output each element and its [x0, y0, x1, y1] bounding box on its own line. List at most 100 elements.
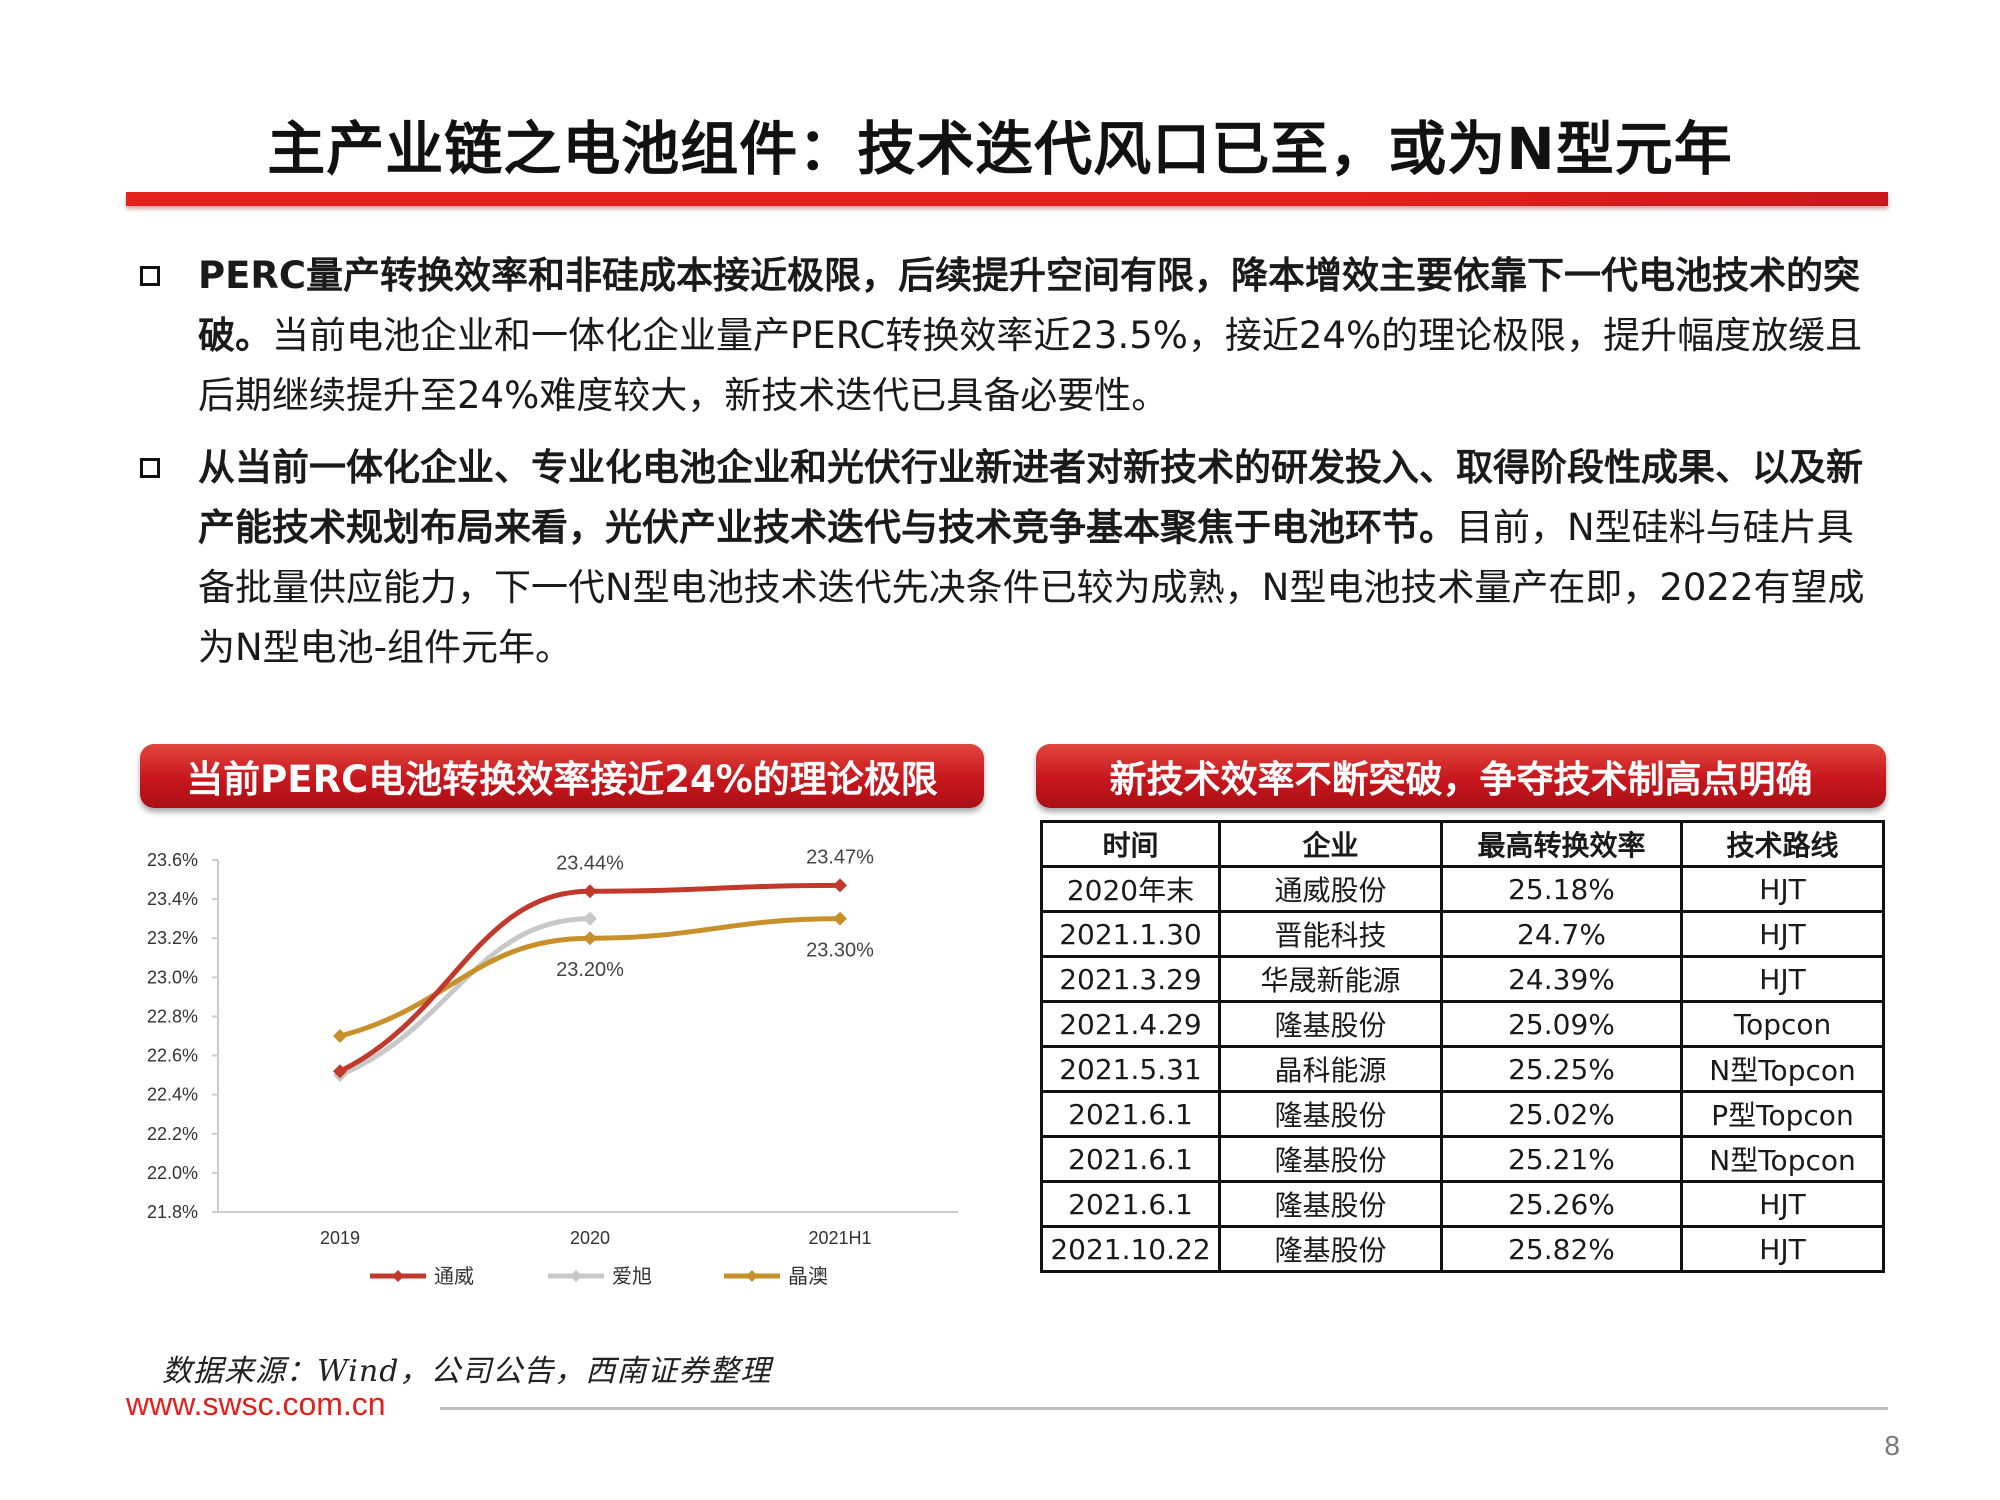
- series-marker: [583, 931, 597, 946]
- table-cell: 晋能科技: [1218, 910, 1443, 958]
- bullet-2-text: 目前，N型硅料与硅片具备批量供应能力，下一代N型电池技术迭代先决条件已较为成熟，…: [198, 506, 1865, 669]
- x-tick-label: 2019: [320, 1228, 360, 1248]
- legend-label: 通威: [434, 1264, 474, 1288]
- legend-swatch-marker: [392, 1270, 404, 1282]
- series-marker: [333, 1029, 347, 1043]
- y-tick-label: 22.2%: [147, 1124, 198, 1144]
- data-label: 23.30%: [806, 940, 874, 962]
- table-cell: 25.02%: [1440, 1090, 1683, 1138]
- table-cell: 25.09%: [1440, 1000, 1683, 1048]
- table-row: 2021.10.22 隆基股份 25.82% HJT: [1040, 1225, 1885, 1273]
- table-cell: HJT: [1680, 910, 1885, 958]
- y-tick-label: 23.6%: [147, 850, 198, 870]
- bullet-1-bold: PERC量产转换效率和非硅成本接近极限，后续提升空间有限，降本增效主要依靠下一代…: [198, 254, 1861, 357]
- bullet-2: 从当前一体化企业、专业化电池企业和光伏行业新进者对新技术的研发投入、取得阶段性成…: [140, 438, 1880, 678]
- table-cell: 隆基股份: [1218, 1000, 1443, 1048]
- y-tick-label: 21.8%: [147, 1202, 198, 1222]
- legend-label: 爱旭: [612, 1264, 652, 1288]
- table-cell: 隆基股份: [1218, 1225, 1443, 1273]
- checkbox-bullet-icon: [140, 266, 160, 286]
- table-cell: 隆基股份: [1218, 1180, 1443, 1228]
- footer-divider: [440, 1407, 1888, 1410]
- table-cell: 2021.6.1: [1040, 1135, 1221, 1183]
- series-marker: [583, 884, 597, 899]
- table-cell: HJT: [1680, 955, 1885, 1003]
- table-row: 2021.1.30 晋能科技 24.7% HJT: [1040, 910, 1885, 958]
- table-cell: 隆基股份: [1218, 1090, 1443, 1138]
- y-tick-label: 22.4%: [147, 1085, 198, 1105]
- table-cell: N型Topcon: [1680, 1135, 1885, 1183]
- table-cell: 25.82%: [1440, 1225, 1683, 1273]
- header-company: 企业: [1218, 820, 1443, 868]
- data-label: 23.20%: [556, 959, 624, 981]
- table-cell: 2021.5.31: [1040, 1045, 1221, 1093]
- table-row: 2021.3.29 华晟新能源 24.39% HJT: [1040, 955, 1885, 1003]
- series-line-0: [337, 882, 843, 1074]
- series-marker: [833, 911, 847, 926]
- table-cell: 晶科能源: [1218, 1045, 1443, 1093]
- series-marker: [583, 911, 597, 926]
- table-cell: 2021.4.29: [1040, 1000, 1221, 1048]
- table-cell: 2021.6.1: [1040, 1180, 1221, 1228]
- table-cell: 2021.3.29: [1040, 955, 1221, 1003]
- table-cell: 2021.10.22: [1040, 1225, 1221, 1273]
- series-line-1: [337, 916, 593, 1078]
- table-cell: 24.39%: [1440, 955, 1683, 1003]
- header-tech-route: 技术路线: [1680, 820, 1885, 868]
- series-marker: [833, 878, 847, 893]
- header-time: 时间: [1040, 820, 1221, 868]
- table-row: 2021.6.1 隆基股份 25.02% P型Topcon: [1040, 1090, 1885, 1138]
- legend-swatch-marker: [746, 1270, 758, 1282]
- series-marker: [333, 1064, 347, 1079]
- table-cell: 24.7%: [1440, 910, 1683, 958]
- table-cell: Topcon: [1680, 1000, 1885, 1048]
- data-label: 23.47%: [806, 846, 874, 868]
- checkbox-bullet-icon: [140, 458, 160, 478]
- table-cell: HJT: [1680, 1180, 1885, 1228]
- table-cell: 通威股份: [1218, 865, 1443, 913]
- page-title: 主产业链之电池组件：技术迭代风口已至，或为N型元年: [267, 115, 1733, 183]
- website-link[interactable]: www.swsc.com.cn: [126, 1386, 386, 1422]
- y-tick-label: 22.0%: [147, 1163, 198, 1183]
- table-row: 2020年末 通威股份 25.18% HJT: [1040, 865, 1885, 913]
- table-cell: 25.21%: [1440, 1135, 1683, 1183]
- x-tick-label: 2021H1: [808, 1228, 871, 1248]
- page-number: 8: [1884, 1430, 1900, 1461]
- table-cell: 隆基股份: [1218, 1135, 1443, 1183]
- table-cell: 华晟新能源: [1218, 955, 1443, 1003]
- table-cell: 25.18%: [1440, 865, 1683, 913]
- table-cell: N型Topcon: [1680, 1045, 1885, 1093]
- y-tick-label: 23.2%: [147, 928, 198, 948]
- table-cell: HJT: [1680, 865, 1885, 913]
- table-cell: 25.26%: [1440, 1180, 1683, 1228]
- table-row: 2021.6.1 隆基股份 25.26% HJT: [1040, 1180, 1885, 1228]
- x-tick-label: 2020: [570, 1228, 610, 1248]
- table-row: 2021.4.29 隆基股份 25.09% Topcon: [1040, 1000, 1885, 1048]
- table-cell: P型Topcon: [1680, 1090, 1885, 1138]
- table-row: 2021.5.31 晶科能源 25.25% N型Topcon: [1040, 1045, 1885, 1093]
- y-tick-label: 22.8%: [147, 1006, 198, 1026]
- y-tick-label: 22.6%: [147, 1046, 198, 1066]
- title-underline-bar: [126, 192, 1888, 206]
- y-tick-label: 23.0%: [147, 967, 198, 987]
- table-row: 2021.6.1 隆基股份 25.21% N型Topcon: [1040, 1135, 1885, 1183]
- left-panel-title: 当前PERC电池转换效率接近24%的理论极限: [140, 744, 984, 808]
- legend-label: 晶澳: [788, 1264, 828, 1288]
- tech-efficiency-table: 时间 企业 最高转换效率 技术路线 2020年末 通威股份 25.18% HJT 202…: [1040, 820, 1885, 1273]
- table-header-row: 时间 企业 最高转换效率 技术路线: [1040, 820, 1885, 868]
- bullet-2-bold: 从当前一体化企业、专业化电池企业和光伏行业新进者对新技术的研发投入、取得阶段性成…: [198, 446, 1863, 549]
- legend-swatch-marker: [570, 1270, 582, 1282]
- y-tick-label: 23.4%: [147, 889, 198, 909]
- data-source: 数据来源：Wind，公司公告，西南证券整理: [162, 1354, 772, 1389]
- table-cell: 2020年末: [1040, 865, 1221, 913]
- right-panel-title: 新技术效率不断突破，争夺技术制高点明确: [1036, 744, 1886, 808]
- table-cell: 2021.6.1: [1040, 1090, 1221, 1138]
- bullet-1: PERC量产转换效率和非硅成本接近极限，后续提升空间有限，降本增效主要依靠下一代…: [140, 246, 1880, 426]
- table-cell: 25.25%: [1440, 1045, 1683, 1093]
- table-cell: 2021.1.30: [1040, 910, 1221, 958]
- header-efficiency: 最高转换效率: [1440, 820, 1683, 868]
- table-cell: HJT: [1680, 1225, 1885, 1273]
- efficiency-line-chart: 21.8% 22.0% 22.2% 22.4% 22.6% 22.8% 23.0% 23.2%…: [147, 846, 958, 1288]
- bullet-1-text: 当前电池企业和一体化企业量产PERC转换效率近23.5%，接近24%的理论极限，…: [198, 314, 1863, 417]
- data-label: 23.44%: [556, 852, 624, 874]
